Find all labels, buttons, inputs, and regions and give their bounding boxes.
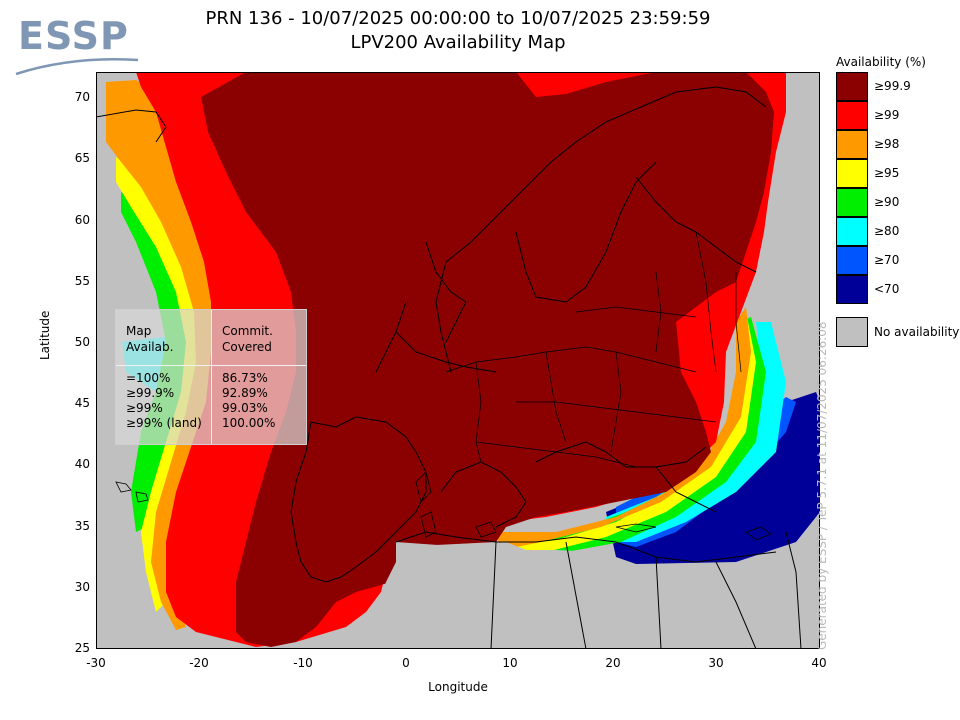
stats-commit-covered-list: 86.73% 92.89% 99.03% 100.00% xyxy=(222,371,302,431)
legend-swatch xyxy=(836,188,868,217)
coastlines xyxy=(96,86,802,649)
map-title-line1: PRN 136 - 10/07/2025 00:00:00 to 10/07/2… xyxy=(205,8,711,29)
legend-item: ≥98 xyxy=(836,130,960,159)
map-frame xyxy=(96,72,820,649)
stats-map-availability-list: =100% ≥99.9% ≥99% ≥99% (land) xyxy=(126,371,211,431)
stats-row-value: 99.03% xyxy=(222,401,268,415)
xtick-label: -10 xyxy=(293,656,313,670)
stats-header-left-line: Availab. xyxy=(126,340,174,354)
ytick-label: 30 xyxy=(74,580,90,594)
country-borders xyxy=(445,231,742,468)
y-axis-label: Latitude xyxy=(38,310,52,360)
legend-label-no-availability: No availability xyxy=(874,325,960,339)
map-title-line2: LPV200 Availability Map xyxy=(350,32,566,53)
xtick-label: -20 xyxy=(189,656,209,670)
islands xyxy=(115,471,772,541)
x-axis-label: Longitude xyxy=(428,680,488,694)
legend-label: ≥98 xyxy=(874,137,900,151)
ytick-label: 55 xyxy=(74,274,90,288)
legend-title: Availability (%) xyxy=(836,55,926,69)
legend-label: ≥99 xyxy=(874,108,900,122)
africa-no-availability xyxy=(346,542,626,649)
legend-item: ≥99.9 xyxy=(836,72,960,101)
ytick-label: 45 xyxy=(74,396,90,410)
legend-label: <70 xyxy=(874,282,900,296)
stats-header-right-line: Commit. xyxy=(222,324,273,338)
stats-row-label: ≥99% (land) xyxy=(126,416,202,430)
legend-item: ≥90 xyxy=(836,188,960,217)
legend-swatch xyxy=(836,130,868,159)
legend-label: ≥90 xyxy=(874,195,900,209)
stats-row-label: ≥99% xyxy=(126,401,163,415)
stats-row-label: ≥99.9% xyxy=(126,386,175,400)
essp-logo: ESSP xyxy=(12,8,142,80)
ytick-label: 35 xyxy=(74,519,90,533)
coverage-band-99-9 xyxy=(201,72,774,647)
legend-label: ≥95 xyxy=(874,166,900,180)
stats-header-left-line: Map xyxy=(126,324,152,338)
stats-header-right-line: Covered xyxy=(222,340,272,354)
xtick-label: 20 xyxy=(605,656,621,670)
stats-header-right: Commit. Covered xyxy=(222,323,302,355)
coverage-stats-box: Map Availab. Commit. Covered =100% ≥99.9… xyxy=(115,309,307,445)
legend-item: ≥95 xyxy=(836,159,960,188)
xtick-label: 40 xyxy=(811,656,827,670)
legend-swatch-no-availability xyxy=(836,317,868,347)
legend-item: <70 xyxy=(836,275,960,304)
logo-swoosh-icon xyxy=(15,58,139,76)
ytick-label: 65 xyxy=(74,151,90,165)
legend-item: ≥80 xyxy=(836,217,960,246)
xtick-label: 30 xyxy=(708,656,724,670)
legend-swatch xyxy=(836,101,868,130)
stats-header-left: Map Availab. xyxy=(126,323,206,355)
legend-label: ≥99.9 xyxy=(874,79,911,93)
legend-swatch xyxy=(836,159,868,188)
xtick-label: -30 xyxy=(86,656,106,670)
stats-row-value: 100.00% xyxy=(222,416,276,430)
ytick-label: 40 xyxy=(74,457,90,471)
stats-divider-horizontal xyxy=(116,365,306,366)
legend-item: ≥70 xyxy=(836,246,960,275)
generated-by-note: Generated by ESSP / TeP 5.7.1 at 11/07/2… xyxy=(815,321,829,650)
xtick-label: 10 xyxy=(502,656,518,670)
stats-divider-vertical xyxy=(211,310,212,444)
stats-row-value: 86.73% xyxy=(222,371,268,385)
xtick-label: 0 xyxy=(402,656,410,670)
ytick-label: 25 xyxy=(74,641,90,655)
legend-swatch xyxy=(836,72,868,101)
stats-row-label: =100% xyxy=(126,371,171,385)
legend-swatch xyxy=(836,246,868,275)
ytick-label: 50 xyxy=(74,335,90,349)
ytick-label: 70 xyxy=(74,90,90,104)
legend-label: ≥80 xyxy=(874,224,900,238)
stats-row-value: 92.89% xyxy=(222,386,268,400)
legend-no-availability: No availability xyxy=(836,317,960,347)
legend-swatch xyxy=(836,217,868,246)
legend-swatch xyxy=(836,275,868,304)
legend-item: ≥99 xyxy=(836,101,960,130)
legend-label: ≥70 xyxy=(874,253,900,267)
ytick-label: 60 xyxy=(74,213,90,227)
logo-text: ESSP xyxy=(18,14,129,58)
